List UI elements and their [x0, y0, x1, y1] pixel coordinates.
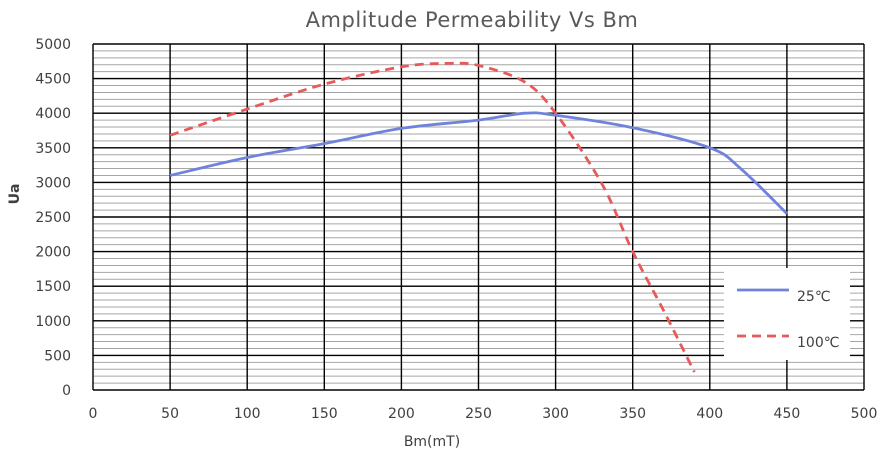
- series-line-2: [169, 61, 696, 373]
- x-tick-label: 0: [89, 406, 98, 422]
- x-tick-label: 400: [696, 406, 723, 422]
- x-tick-label: 250: [465, 406, 492, 422]
- y-tick-label: 500: [44, 348, 71, 364]
- y-tick-label: 2500: [35, 210, 71, 226]
- y-tick-label: 5000: [35, 37, 71, 53]
- x-tick-label: 200: [388, 406, 415, 422]
- y-tick-label: 1000: [35, 314, 71, 330]
- x-tick-label: 300: [542, 406, 569, 422]
- major-gridlines: [92, 43, 865, 391]
- legend: 25℃ 100℃: [724, 268, 850, 360]
- legend-box: [724, 268, 850, 360]
- y-tick-label: 4000: [35, 106, 71, 122]
- x-axis-title: Bm(mT): [404, 434, 460, 450]
- y-tick-label: 2000: [35, 245, 71, 261]
- x-tick-label: 350: [619, 406, 646, 422]
- y-tick-label: 0: [62, 383, 71, 399]
- legend-label-2: 100℃: [797, 335, 839, 351]
- y-tick-label: 1500: [35, 279, 71, 295]
- y-tick-label: 3000: [35, 175, 71, 191]
- series-line-1: [169, 111, 788, 215]
- y-axis-tick-labels: 0 500 1000 1500 2000 2500 3000 3500 4000 4500 5000: [35, 37, 71, 399]
- legend-label-1: 25℃: [797, 289, 831, 305]
- series-lines: [169, 61, 788, 373]
- x-tick-label: 50: [161, 406, 179, 422]
- y-tick-label: 4500: [35, 72, 71, 88]
- x-tick-label: 450: [774, 406, 801, 422]
- x-tick-label: 500: [851, 406, 878, 422]
- y-tick-label: 3500: [35, 141, 71, 157]
- x-tick-label: 100: [234, 406, 261, 422]
- x-tick-label: 150: [311, 406, 338, 422]
- y-axis-title: Ua: [7, 184, 23, 205]
- chart-title: Amplitude Permeability Vs Bm: [306, 8, 639, 32]
- x-axis-tick-labels: 0 50 100 150 200 250 300 350 400 450 500: [89, 406, 878, 422]
